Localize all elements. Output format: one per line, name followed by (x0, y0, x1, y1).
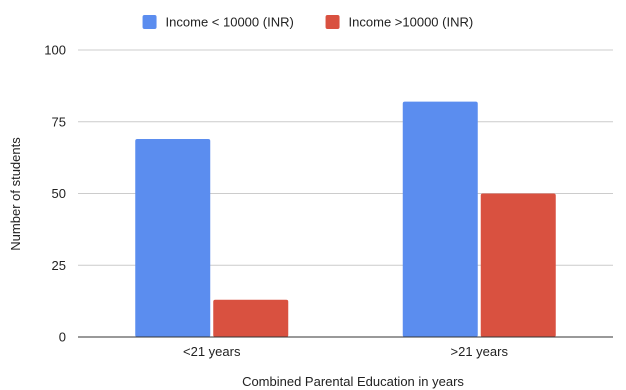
legend: Income < 10000 (INR) Income >10000 (INR) (142, 15, 474, 30)
x-axis-title: Combined Parental Education in years (242, 374, 464, 389)
x-tick-label: <21 years (183, 344, 241, 359)
legend-label: Income < 10000 (INR) (166, 15, 294, 30)
legend-swatch-2 (325, 15, 340, 29)
bar-21-years-series-2 (480, 193, 556, 337)
bars (135, 101, 556, 337)
bar-21-years-series-1 (135, 138, 211, 337)
axes: 0 25 50 75 100 <21 years >21 years (44, 43, 613, 359)
y-tick-label: 75 (52, 114, 66, 129)
y-tick-label: 0 (59, 330, 66, 345)
y-axis-title: Number of students (8, 137, 23, 251)
legend-swatch-1 (142, 15, 157, 29)
bar-21-years-series-2 (213, 299, 289, 337)
bar-21-years-series-1 (402, 101, 478, 337)
y-tick-label: 100 (44, 43, 66, 58)
x-tick-label: >21 years (451, 344, 509, 359)
y-tick-label: 50 (52, 186, 66, 201)
y-tick-label: 25 (52, 258, 66, 273)
legend-label: Income >10000 (INR) (349, 15, 474, 30)
